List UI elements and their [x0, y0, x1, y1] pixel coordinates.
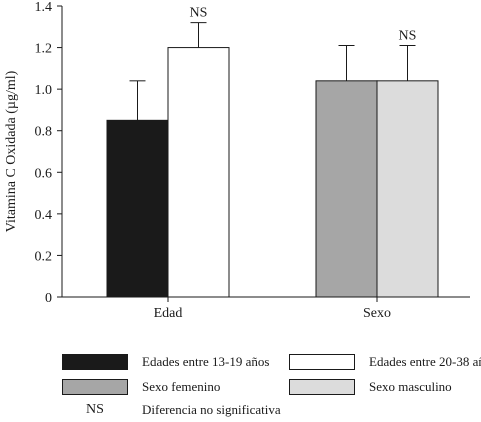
y-tick-label-1: 0.2 — [35, 249, 53, 264]
legend-item-sexo-femenino: Sexo femenino — [62, 379, 220, 395]
legend-swatch-edades-20-38 — [289, 354, 355, 370]
y-tick-label-0: 0 — [45, 291, 52, 306]
ns-annotation-0: NS — [190, 6, 208, 21]
y-tick-label-3: 0.6 — [35, 166, 53, 181]
legend-item-edades-13-19: Edades entre 13-19 años — [62, 354, 269, 370]
legend-label-edades-20-38: Edades entre 20-38 años — [369, 354, 481, 369]
y-tick-label-4: 0.8 — [35, 125, 53, 140]
legend-label-sexo-masculino: Sexo masculino — [369, 379, 452, 394]
legend-label-edades-13-19: Edades entre 13-19 años — [142, 354, 270, 369]
legend-item-edades-20-38: Edades entre 20-38 años — [289, 354, 481, 370]
bar-1-0 — [315, 80, 378, 298]
x-tick-label-1: Sexo — [363, 306, 391, 320]
legend-swatch-edades-13-19 — [62, 354, 128, 370]
bar-0-1 — [167, 47, 230, 298]
legend-label-sexo-femenino: Sexo femenino — [142, 379, 221, 394]
y-tick-label-5: 1.0 — [35, 83, 53, 98]
legend-swatch-sexo-femenino — [62, 379, 128, 395]
ns-annotation-1: NS — [399, 28, 417, 43]
legend-item-sexo-masculino: Sexo masculino — [289, 379, 452, 395]
legend-ns-key: NS — [86, 402, 104, 417]
legend-item-ns: NS Diferencia no significativa — [62, 402, 281, 418]
legend-swatch-sexo-masculino — [289, 379, 355, 395]
y-axis-label: Vitamina C Oxidada (µg/ml) — [4, 70, 19, 232]
bar-chart: 0 0.2 0.4 0.6 0.8 1.0 1.2 1.4 Vitamina C Oxidada… — [4, 0, 470, 320]
bar-0-0 — [106, 119, 169, 298]
bar-1-1 — [376, 80, 439, 298]
y-tick-label-6: 1.2 — [35, 42, 53, 57]
y-tick-label-2: 0.4 — [35, 208, 53, 223]
x-tick-label-0: Edad — [154, 306, 183, 320]
y-tick-label-7: 1.4 — [35, 0, 53, 15]
legend-ns-text: Diferencia no significativa — [142, 402, 281, 417]
